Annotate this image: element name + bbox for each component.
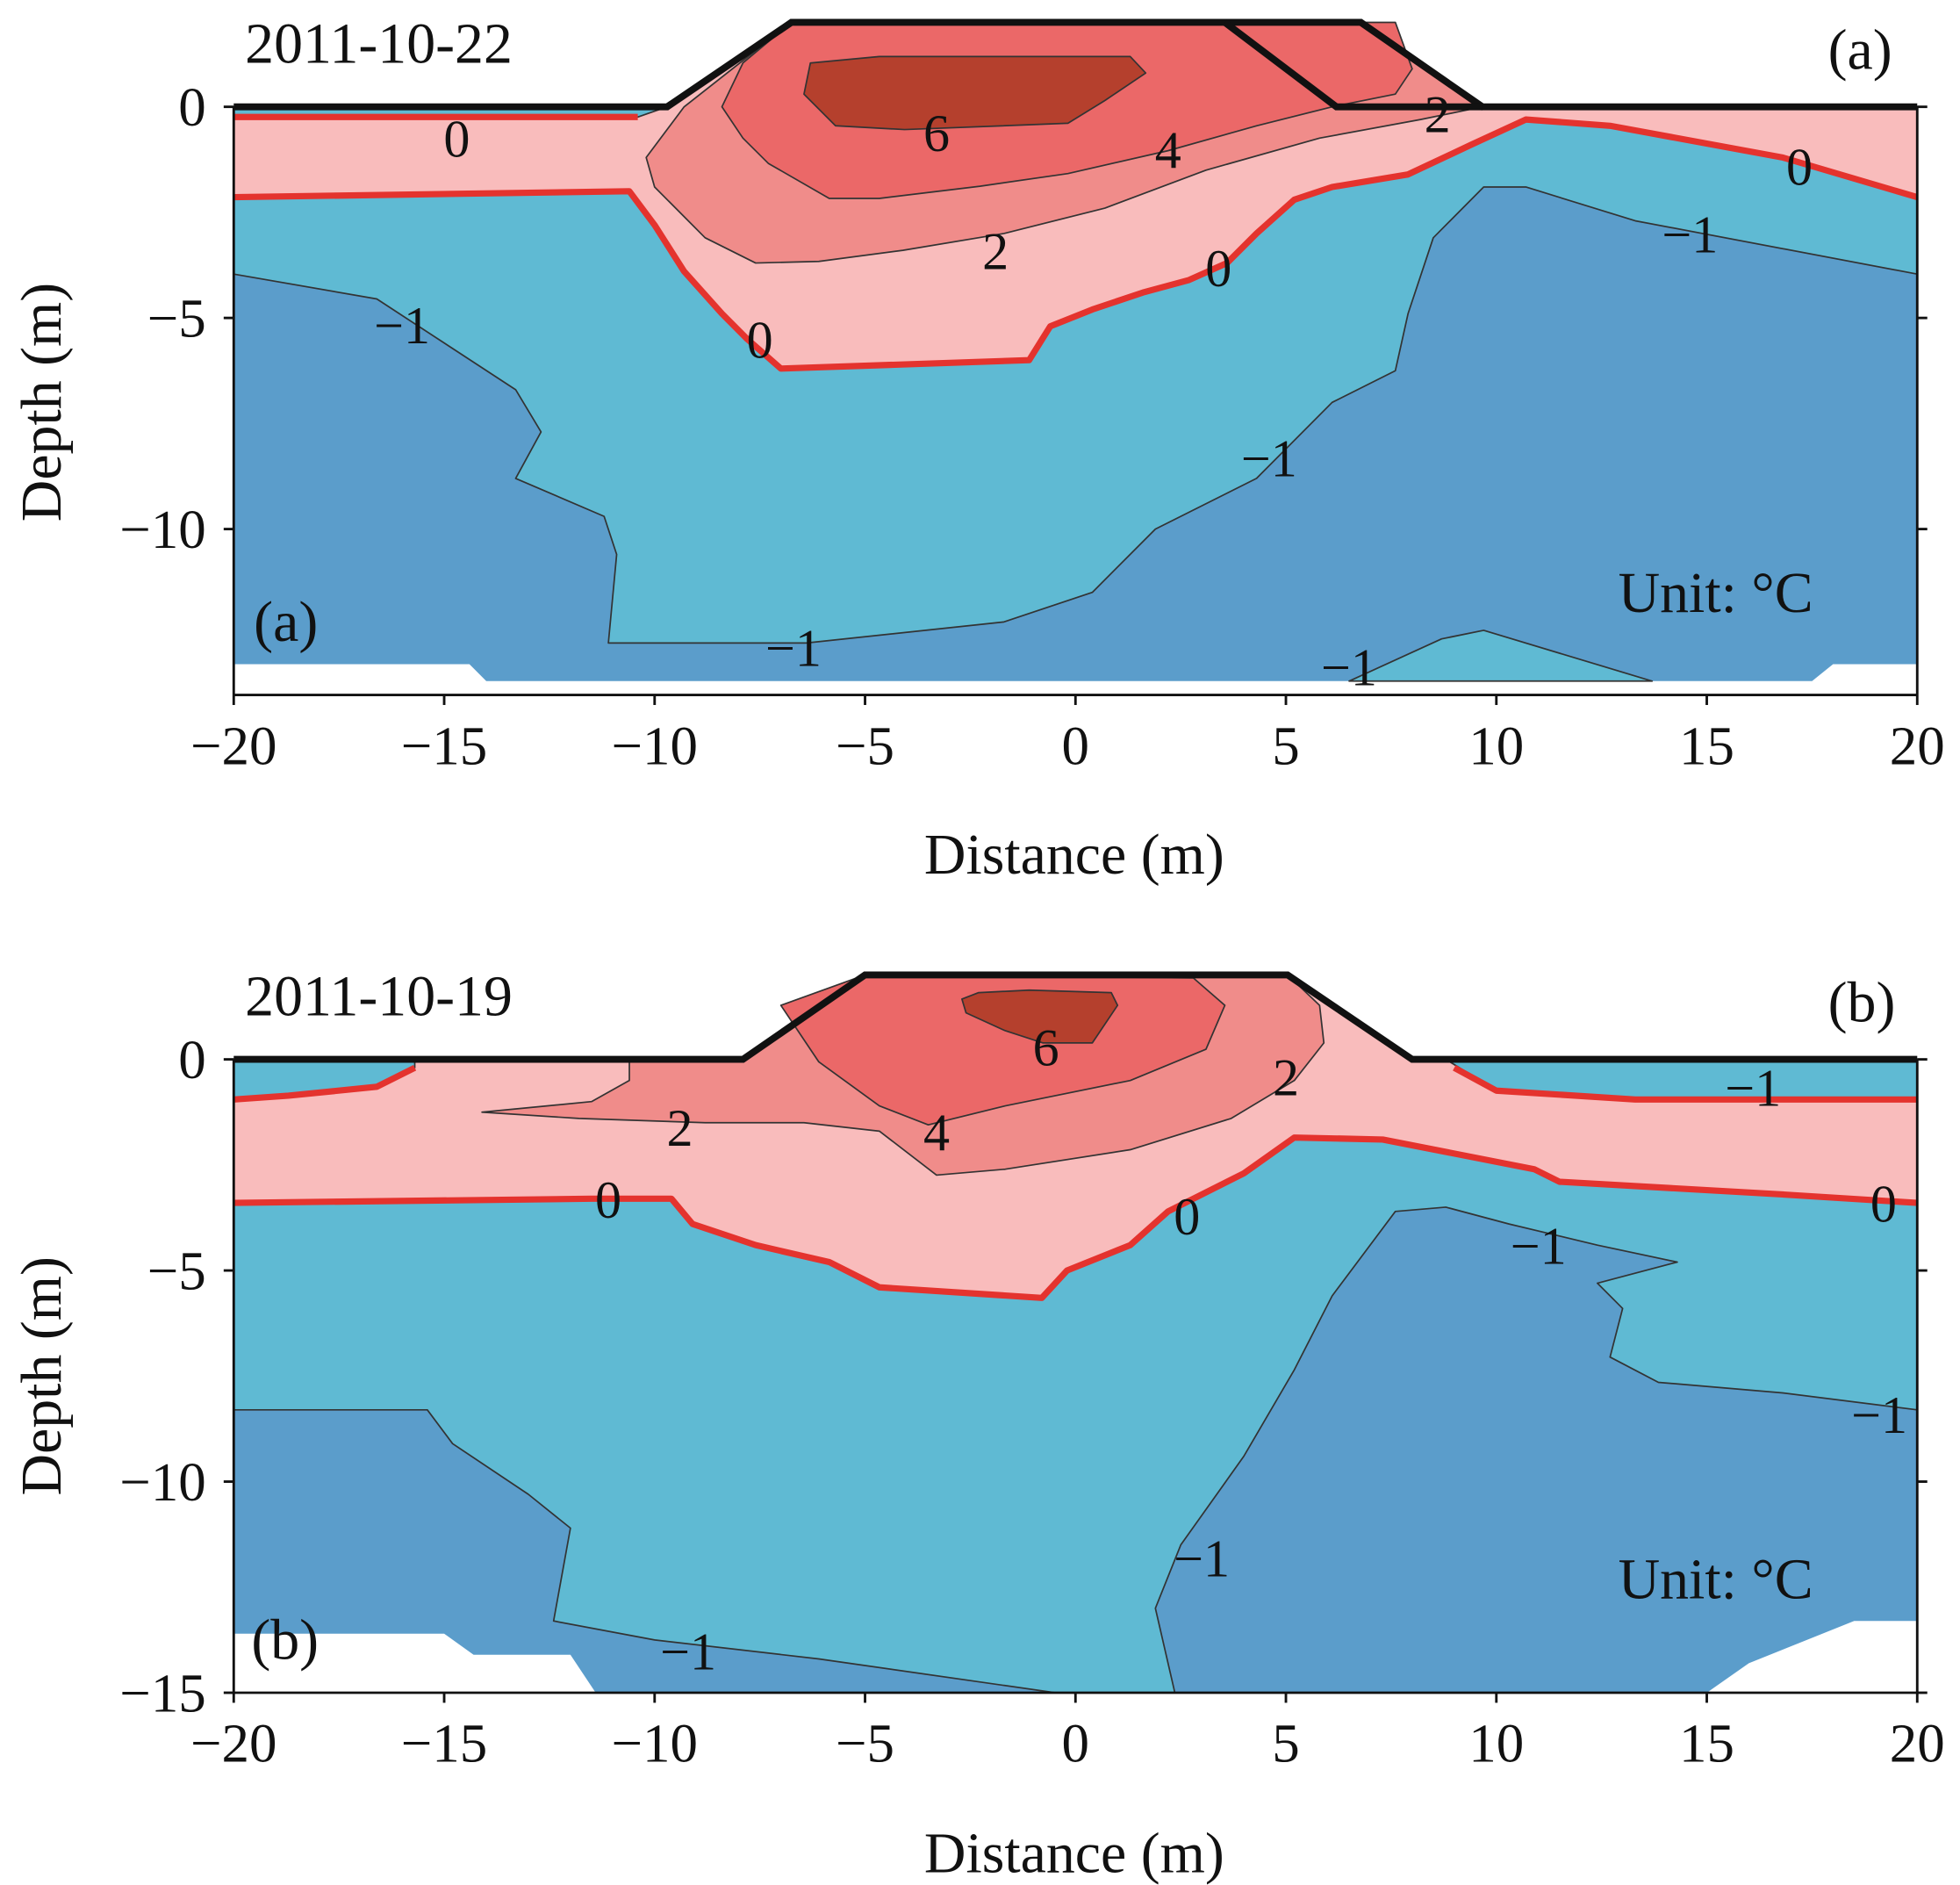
contour-label: 4 xyxy=(923,1104,950,1162)
x-tick-label: −20 xyxy=(190,1713,276,1774)
contour-label: 0 xyxy=(1786,138,1813,197)
panel-a-label-top: (a) xyxy=(1828,18,1892,83)
panel-a-unit-label: Unit: °C xyxy=(1619,561,1813,625)
x-tick-label: 0 xyxy=(1062,715,1089,776)
panel-b-label-top: (b) xyxy=(1828,971,1896,1035)
contour-label: 0 xyxy=(747,312,773,371)
y-tick-label: −5 xyxy=(147,1241,206,1302)
contour-label: 6 xyxy=(923,104,950,163)
panel-b-unit-label: Unit: °C xyxy=(1619,1548,1813,1612)
panel-a-x-axis-title: Distance (m) xyxy=(924,823,1224,887)
contour-label: 0 xyxy=(1205,240,1231,299)
panel-b-date: 2011-10-19 xyxy=(245,965,513,1029)
panel-b-y-axis-title: Depth (m) xyxy=(10,1256,74,1495)
panel-b-x-axis-title: Distance (m) xyxy=(924,1822,1224,1885)
zero-contour-line xyxy=(1453,1065,1918,1103)
contour-label: −1 xyxy=(1662,205,1718,264)
contour-label: 2 xyxy=(667,1099,693,1158)
y-tick-label: −10 xyxy=(119,499,205,560)
y-tick-label: −5 xyxy=(147,288,206,349)
zero-contour-line xyxy=(233,1065,417,1103)
panel-a-y-axis-title: Depth (m) xyxy=(10,283,74,522)
contour-label: 6 xyxy=(1033,1019,1059,1078)
y-tick-label: −10 xyxy=(119,1451,205,1513)
x-tick-label: −15 xyxy=(401,1713,487,1774)
x-tick-label: 10 xyxy=(1468,1713,1524,1774)
x-tick-label: 5 xyxy=(1272,715,1299,776)
contour-label: 0 xyxy=(595,1171,621,1230)
x-tick-label: 10 xyxy=(1468,715,1524,776)
contour-label: 0 xyxy=(443,111,470,169)
x-tick-label: −20 xyxy=(190,715,276,776)
zero-contour-line xyxy=(233,116,1919,372)
x-tick-label: −5 xyxy=(836,1713,894,1774)
x-tick-label: 15 xyxy=(1679,1713,1734,1774)
contour-label: 2 xyxy=(1425,85,1451,144)
contour-label: 0 xyxy=(1174,1188,1200,1247)
region-above-6 xyxy=(961,989,1119,1044)
panel-b-label-corner: (b) xyxy=(251,1608,319,1672)
contour-label: −1 xyxy=(1511,1218,1567,1277)
embankment-outline xyxy=(1223,19,1483,111)
embankment-outline xyxy=(233,18,1918,111)
y-tick-label: 0 xyxy=(178,1029,205,1090)
x-tick-label: −15 xyxy=(401,715,487,776)
contour-label: −1 xyxy=(765,620,822,679)
panel-a-label-corner: (a) xyxy=(254,590,318,654)
x-tick-label: 20 xyxy=(1890,715,1945,776)
contour-label: −1 xyxy=(374,297,430,356)
y-tick-label: −15 xyxy=(119,1662,205,1723)
contour-label: −1 xyxy=(1725,1059,1781,1118)
panel-a-date: 2011-10-22 xyxy=(245,12,513,76)
contour-label: −1 xyxy=(660,1622,716,1681)
contour-label: 2 xyxy=(1273,1048,1299,1107)
contour-label: −1 xyxy=(1321,638,1377,697)
contour-label: 2 xyxy=(982,223,1009,282)
embankment-outline xyxy=(233,971,1918,1063)
contour-label: 4 xyxy=(1155,121,1181,180)
x-tick-label: 5 xyxy=(1272,1713,1299,1774)
contour-label: −1 xyxy=(1851,1386,1907,1445)
x-tick-label: −10 xyxy=(612,715,698,776)
contour-label: −1 xyxy=(1241,429,1297,488)
y-tick-label: 0 xyxy=(178,76,205,138)
x-tick-label: −10 xyxy=(612,1713,698,1774)
contour-label: 0 xyxy=(1870,1176,1897,1234)
region-minus1-to-0 xyxy=(1348,630,1654,682)
zero-contour-line xyxy=(233,1134,1918,1301)
x-tick-label: −5 xyxy=(836,715,894,776)
x-tick-label: 15 xyxy=(1679,715,1734,776)
x-tick-label: 0 xyxy=(1062,1713,1089,1774)
contour-label: −1 xyxy=(1174,1530,1230,1589)
region-above-6 xyxy=(803,55,1147,131)
x-tick-label: 20 xyxy=(1890,1713,1945,1774)
